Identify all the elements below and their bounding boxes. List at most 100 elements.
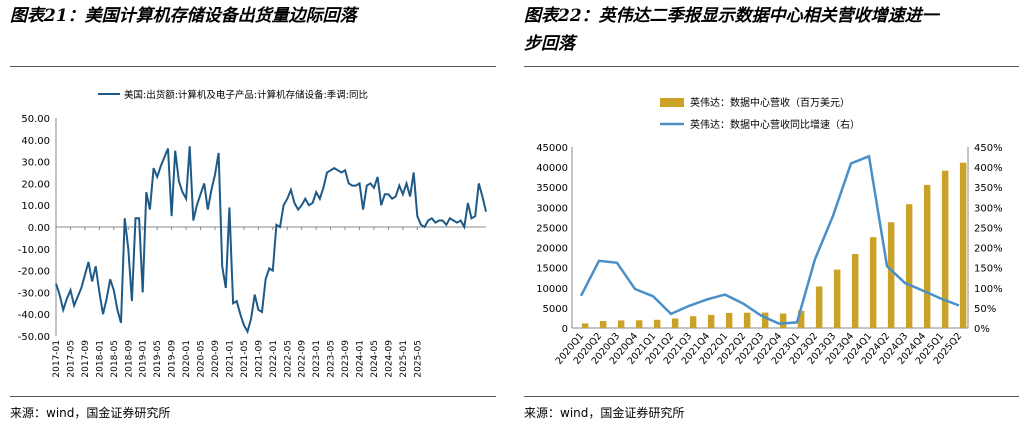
revenue-bar bbox=[815, 286, 823, 328]
left-x-tick-label: 2020-01 bbox=[182, 340, 192, 378]
revenue-bar bbox=[905, 204, 913, 328]
left-ticks: 50.00 40.00 30.00 20.00 10.00 0.00 -10.00 -20.0… bbox=[18, 114, 424, 378]
revenue-bar bbox=[851, 254, 859, 328]
left-y-tick-label: -50.00 bbox=[18, 332, 50, 343]
left-y-tick-label: 0.00 bbox=[28, 223, 50, 234]
revenue-bar bbox=[761, 312, 769, 328]
right-chart-title-line2: 步回落 bbox=[524, 34, 575, 54]
left-x-tick-label: 2024-09 bbox=[384, 340, 394, 378]
left-x-tick-label: 2017-01 bbox=[52, 340, 62, 378]
revenue-bar bbox=[725, 312, 733, 328]
left-x-tick-label: 2018-01 bbox=[95, 340, 105, 378]
revenue-bar bbox=[833, 269, 841, 328]
right-right-tick-label: 200% bbox=[974, 244, 1003, 255]
left-x-tick-label: 2023-09 bbox=[341, 340, 351, 378]
left-y-tick-label: -40.00 bbox=[18, 310, 50, 321]
left-x-tick-label: 2021-05 bbox=[240, 340, 250, 378]
left-source-rule bbox=[10, 396, 496, 397]
right-right-tick-label: 50% bbox=[974, 304, 996, 315]
right-left-tick-label: 25000 bbox=[536, 223, 568, 234]
revenue-bar bbox=[887, 222, 895, 328]
right-ticks: 45000 40000 35000 30000 25000 20000 15000 10000… bbox=[536, 143, 1002, 367]
revenue-bar bbox=[689, 316, 697, 328]
left-source: 来源：wind，国金证券研究所 bbox=[10, 406, 171, 420]
left-x-tick-label: 2023-01 bbox=[312, 340, 322, 378]
right-left-tick-label: 5000 bbox=[543, 304, 568, 315]
right-bars bbox=[581, 162, 967, 328]
right-right-tick-label: 150% bbox=[974, 264, 1003, 275]
left-x-tick-label: 2017-09 bbox=[81, 340, 91, 378]
left-x-tick-label: 2017-05 bbox=[66, 340, 76, 378]
left-y-tick-label: 50.00 bbox=[21, 114, 50, 125]
right-right-tick-label: 0% bbox=[974, 324, 990, 335]
right-chart-title: 图表22：英伟达二季报显示数据中心相关营收增速进一 步回落 bbox=[524, 2, 1019, 58]
left-x-tick-label: 2018-09 bbox=[124, 340, 134, 378]
revenue-bar bbox=[581, 323, 589, 328]
right-left-tick-label: 20000 bbox=[536, 244, 568, 255]
right-left-tick-label: 10000 bbox=[536, 284, 568, 295]
left-legend: 美国:出货额:计算机及电子产品:计算机存储设备:季调:同比 bbox=[98, 89, 368, 101]
left-chart-title: 图表21：美国计算机存储设备出货量边际回落 bbox=[10, 6, 357, 26]
right-growth-line bbox=[579, 154, 960, 325]
left-y-tick-label: -10.00 bbox=[18, 245, 50, 256]
left-x-tick-label: 2024-01 bbox=[356, 340, 366, 378]
right-chart-title-line1: 图表22：英伟达二季报显示数据中心相关营收增速进一 bbox=[524, 6, 939, 26]
left-y-tick-label: 10.00 bbox=[21, 201, 50, 212]
left-x-tick-label: 2021-01 bbox=[225, 340, 235, 378]
revenue-bar bbox=[779, 313, 787, 328]
revenue-bar bbox=[959, 162, 967, 328]
right-left-tick-label: 35000 bbox=[536, 183, 568, 194]
revenue-bar bbox=[599, 321, 607, 328]
left-x-tick-label: 2021-09 bbox=[254, 340, 264, 378]
left-x-tick-label: 2020-09 bbox=[211, 340, 221, 378]
left-x-tick-label: 2022-01 bbox=[269, 340, 279, 378]
right-left-tick-label: 40000 bbox=[536, 163, 568, 174]
left-y-tick-label: -20.00 bbox=[18, 267, 50, 278]
revenue-bar bbox=[707, 314, 715, 328]
revenue-bar bbox=[671, 318, 679, 328]
right-right-tick-label: 300% bbox=[974, 203, 1003, 214]
revenue-bar bbox=[797, 310, 805, 328]
left-x-tick-label: 2022-05 bbox=[283, 340, 293, 378]
revenue-bar bbox=[923, 184, 931, 328]
left-y-tick-label: 40.00 bbox=[21, 136, 50, 147]
right-title-rule bbox=[524, 66, 1019, 67]
revenue-bar bbox=[617, 320, 625, 328]
right-right-tick-label: 450% bbox=[974, 143, 1003, 154]
left-x-tick-label: 2019-05 bbox=[153, 340, 163, 378]
left-x-tick-label: 2018-05 bbox=[110, 340, 120, 378]
left-title-rule bbox=[10, 66, 496, 67]
right-left-tick-label: 0 bbox=[562, 324, 568, 335]
right-right-tick-label: 350% bbox=[974, 183, 1003, 194]
right-right-tick-label: 100% bbox=[974, 284, 1003, 295]
revenue-bar bbox=[653, 319, 661, 328]
revenue-bar bbox=[869, 237, 877, 328]
left-x-tick-label: 2019-09 bbox=[168, 340, 178, 378]
left-y-tick-label: 20.00 bbox=[21, 179, 50, 190]
right-source: 来源：wind，国金证券研究所 bbox=[524, 406, 685, 420]
left-x-tick-label: 2022-09 bbox=[298, 340, 308, 378]
left-series-line bbox=[55, 146, 487, 335]
left-y-tick-label: 30.00 bbox=[21, 158, 50, 169]
right-left-tick-label: 30000 bbox=[536, 203, 568, 214]
left-x-tick-label: 2019-01 bbox=[139, 340, 149, 378]
revenue-bar bbox=[635, 320, 643, 328]
left-x-tick-label: 2025-01 bbox=[399, 340, 409, 378]
right-legend-bar-label: 英伟达：数据中心营收（百万美元） bbox=[690, 96, 850, 109]
right-legend: 英伟达：数据中心营收（百万美元） 英伟达：数据中心营收同比增速（右） bbox=[660, 96, 860, 131]
left-x-tick-label: 2020-05 bbox=[197, 340, 207, 378]
right-legend-line-label: 英伟达：数据中心营收同比增速（右） bbox=[690, 118, 860, 131]
right-left-tick-label: 15000 bbox=[536, 264, 568, 275]
right-right-tick-label: 250% bbox=[974, 223, 1003, 234]
right-source-rule bbox=[524, 396, 1019, 397]
right-legend-bar-swatch bbox=[660, 98, 684, 107]
left-x-tick-label: 2024-05 bbox=[370, 340, 380, 378]
left-x-tick-label: 2025-05 bbox=[413, 340, 423, 378]
revenue-bar bbox=[743, 312, 751, 328]
revenue-bar bbox=[941, 170, 949, 328]
left-y-tick-label: -30.00 bbox=[18, 288, 50, 299]
left-legend-label: 美国:出货额:计算机及电子产品:计算机存储设备:季调:同比 bbox=[124, 89, 368, 101]
right-left-tick-label: 45000 bbox=[536, 143, 568, 154]
